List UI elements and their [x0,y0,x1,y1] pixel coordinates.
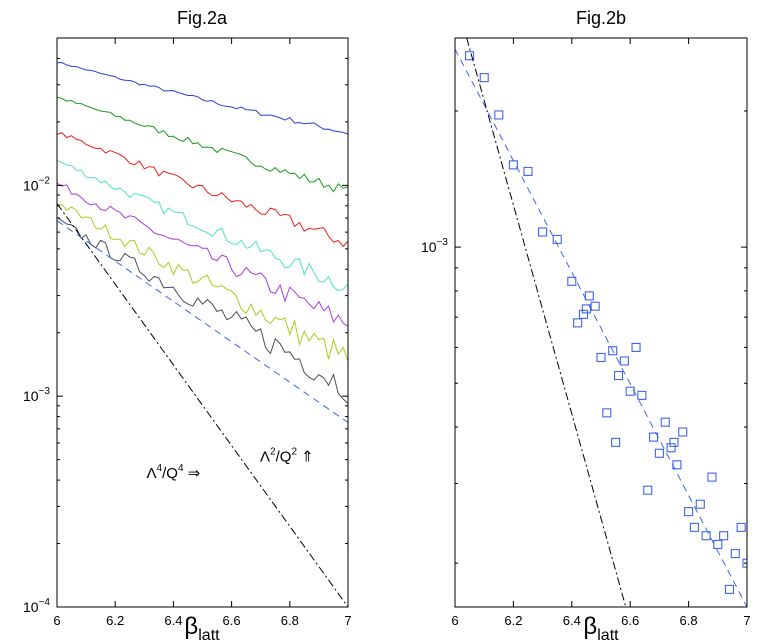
panel-fig-2b: Fig.2b 6 6.2 6.4 6.6 6.8 7 10−3 βlatt [421,8,751,641]
axes-frame [56,37,349,608]
data-point [479,73,489,83]
data-point [730,549,740,559]
x-tick-label: 7 [743,613,750,628]
data-point [707,472,717,482]
x-tick-label: 6.4 [563,613,581,628]
x-axis-label: βlatt [583,613,619,641]
x-tick-label: 6.6 [223,613,241,628]
axes-frame [454,37,748,608]
data-point [637,390,647,400]
data-point [465,51,475,61]
annotation: Λ2/Q2 ⇑ [260,446,314,465]
data-point [669,437,679,447]
x-tick-label: 6.8 [281,613,299,628]
data-point [689,522,699,532]
x-tick-label: 6.2 [106,613,124,628]
chart-title: Fig.2b [576,8,626,28]
data-point [578,309,589,319]
panel-fig-2a: Fig.2a 6 6.2 6.4 6.6 6.8 7 10−2 10−3 10−4 βlatt… [23,8,352,641]
data-point [643,485,653,495]
y-axis-ticks: 10−3 [421,110,747,564]
data-point [538,227,548,237]
series-line-cyan [57,160,348,292]
data-point [695,499,705,509]
series-line-blue [57,61,348,135]
data-point [596,352,606,363]
x-axis-ticks: 6 6.2 6.4 6.6 6.8 7 [53,38,352,628]
x-axis-label-subscript: latt [198,627,220,641]
data-point [581,304,591,314]
data-point [625,386,635,396]
x-tick-label: 6 [451,613,458,628]
data-point [613,370,624,381]
data-point [611,437,621,447]
series-line-dark-gray [57,216,348,404]
x-axis-ticks: 6 6.2 6.4 6.6 6.8 7 [451,38,751,628]
data-point [602,408,612,418]
annotation: Λ4/Q4 ⇒ [147,463,201,482]
data-point [590,301,600,311]
series-line--q-fit [57,220,348,423]
data-point [567,276,577,286]
data-point [631,342,641,352]
plot-area [57,61,348,607]
series-line--q-fit [57,203,348,607]
data-point [724,584,735,594]
x-tick-label: 7 [344,613,351,628]
data-point [660,417,670,427]
data-point [719,531,729,541]
data-point [508,160,518,170]
x-tick-label: 6.8 [680,613,698,628]
y-axis-ticks: 10−2 10−3 10−4 [23,37,348,615]
y-tick-label: 10−2 [23,175,50,193]
series-line-red [57,132,348,248]
series-line-green [57,96,348,193]
data-point [573,318,583,328]
data-point [552,234,562,244]
x-tick-label: 6.2 [504,613,522,628]
annotations: Λ4/Q4 ⇒ Λ2/Q2 ⇑ [147,446,314,481]
data-point [736,522,746,532]
data-point [678,427,688,437]
y-tick-label: 10−4 [23,597,50,615]
data-point [684,507,694,517]
plot-area [455,38,747,607]
series-line-fit [455,48,747,607]
series-group [455,38,747,607]
x-axis-label: βlatt [184,613,220,641]
x-tick-label: 6 [53,613,60,628]
data-point [523,166,533,176]
series-group [57,61,348,607]
data-point [654,448,664,458]
data-point [584,291,594,301]
data-point [494,110,504,120]
series-line-yellow-green [57,203,348,362]
data-point [701,531,711,541]
data-point [619,356,629,366]
series-line-magenta [57,182,348,327]
y-tick-label: 10−3 [23,386,50,404]
series-line--q- [466,38,627,607]
x-tick-label: 6.6 [621,613,639,628]
data-point [742,558,747,568]
x-tick-label: 6.4 [164,613,182,628]
data-point [713,539,723,550]
chart-title: Fig.2a [177,8,228,28]
x-axis-label-subscript: latt [597,627,619,641]
y-tick-label: 10−3 [421,237,448,255]
data-point [608,346,618,356]
data-point [666,443,676,453]
